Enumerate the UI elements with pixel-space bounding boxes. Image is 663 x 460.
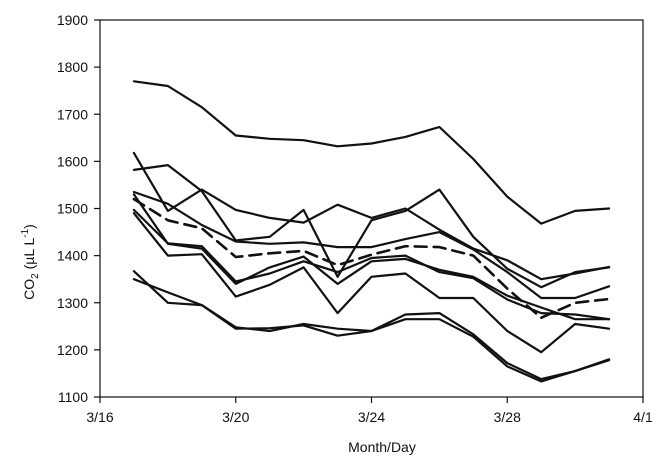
y-tick-label: 1800 [57,59,88,75]
series-line-7 [132,208,611,321]
y-axis-title-unit: (µL L [21,238,37,274]
y-tick-label: 1300 [57,295,88,311]
y-axis-title-superscript: -1 [20,228,31,237]
y-axis-title-subscript: 2 [30,273,41,279]
x-tick-label: 4/1 [633,409,653,425]
series-line-9 [132,270,611,381]
y-tick-label: 1700 [57,106,88,122]
series-line-1 [132,80,611,225]
y-axis-title: CO2 (µL L-1) [20,224,41,300]
y-tick-label: 1600 [57,153,88,169]
series-line-8 [132,212,611,354]
y-tick-label: 1900 [57,12,88,28]
y-axis: 1100 1200 1300 1400 1500 1600 1700 1800 1900 [57,12,100,405]
x-tick-label: 3/16 [86,409,113,425]
y-tick-label: 1200 [57,342,88,358]
series-line-3 [132,164,611,289]
x-tick-label: 3/28 [494,409,521,425]
y-tick-label: 1100 [58,389,88,405]
series-line-6 [132,193,611,321]
x-axis-title: Month/Day [348,439,416,455]
series-line-2 [132,151,611,281]
y-tick-label: 1500 [57,201,88,217]
y-axis-title-close: ) [21,224,37,229]
y-tick-label: 1400 [57,248,88,264]
series-line-4 [132,190,611,300]
series-group [132,80,611,383]
x-tick-label: 3/20 [222,409,249,425]
series-line-10 [132,278,611,383]
plot-frame [99,19,644,398]
x-axis: 3/16 3/20 3/24 3/28 4/1 [86,397,653,425]
plot-area [99,19,644,398]
x-tick-label: 3/24 [358,409,385,425]
y-axis-title-main: CO [21,279,37,300]
